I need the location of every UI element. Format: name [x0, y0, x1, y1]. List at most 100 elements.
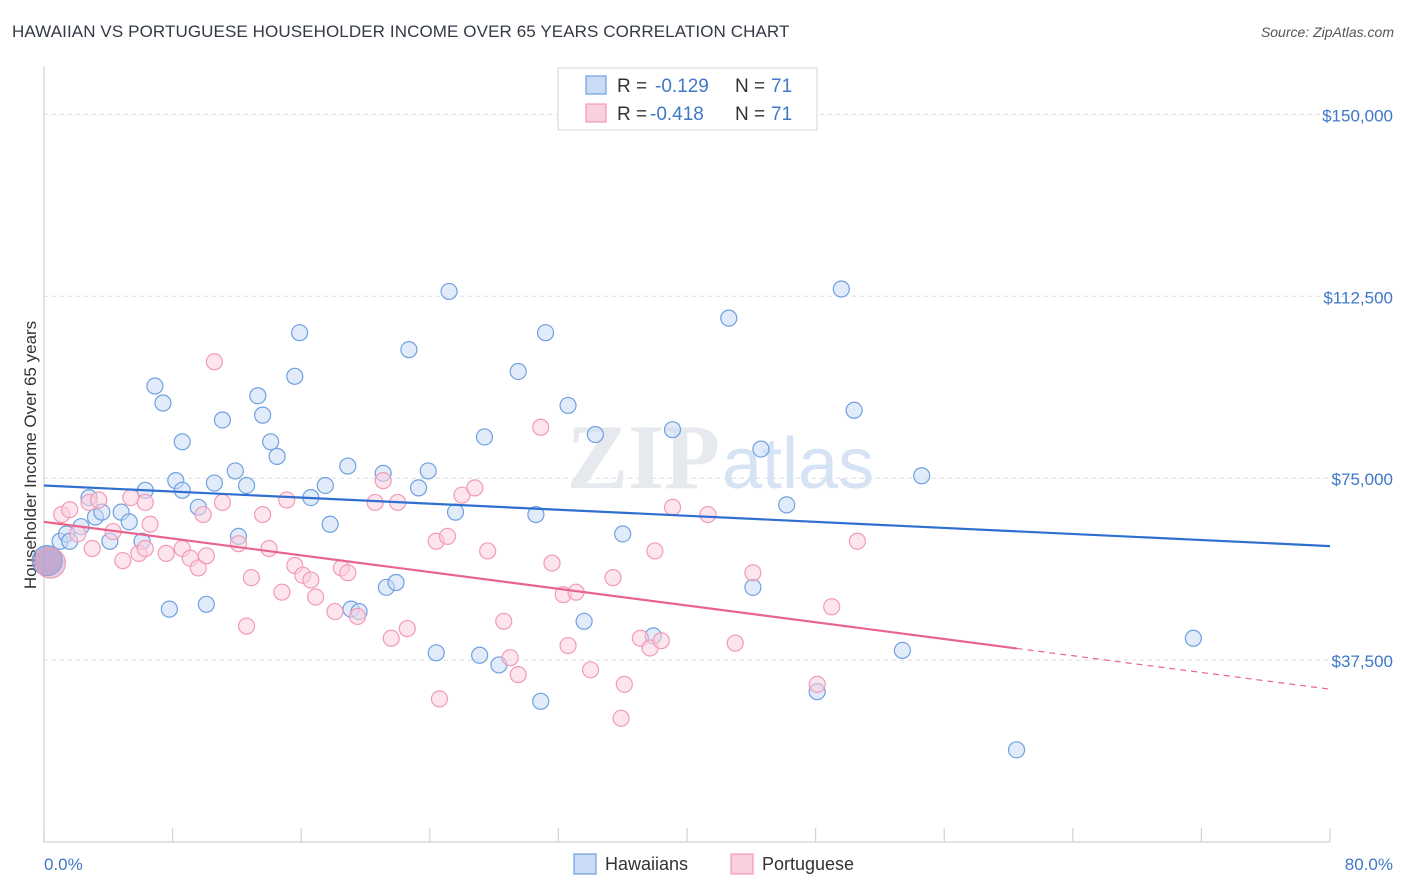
bottom-legend-portuguese: Portuguese [762, 854, 854, 874]
portuguese-point [90, 491, 108, 509]
portuguese-point [83, 539, 101, 558]
portuguese-point [339, 564, 357, 582]
portuguese-point [612, 709, 630, 727]
hawaiians-point [475, 428, 494, 446]
trend-lines [43, 484, 1331, 690]
portuguese-point [509, 666, 527, 684]
series-portuguese-points [34, 353, 866, 727]
portuguese-point [302, 571, 320, 589]
hawaiians-point [845, 401, 863, 419]
portuguese-point [615, 675, 633, 693]
portuguese-point [744, 564, 762, 582]
portuguese-point [466, 479, 484, 497]
hawaiians-point [173, 481, 191, 499]
legend-r-label: R = [617, 76, 647, 97]
portuguese-point [326, 602, 344, 621]
hawaiians-point [752, 440, 770, 458]
portuguese-point [136, 539, 154, 558]
hawaiians-point [213, 411, 232, 429]
hawaiians-point [663, 421, 682, 439]
bottom-legend-swatch-hawaiians [573, 853, 597, 875]
portuguese-point [34, 547, 67, 579]
hawaiians-point [471, 646, 489, 664]
hawaiians-point [913, 467, 931, 485]
portuguese-point [307, 588, 325, 606]
hawaiians-point [532, 692, 550, 710]
portuguese-point [278, 491, 296, 509]
portuguese-point [823, 598, 841, 616]
portuguese-point [501, 649, 519, 667]
legend-n-label: N = [735, 76, 765, 97]
portuguese-point [114, 552, 132, 570]
bottom-legend-swatch-portuguese [730, 853, 754, 875]
portuguese-point [453, 486, 471, 504]
source-label: Source: ZipAtlas.com [1260, 24, 1394, 40]
hawaiians-point [387, 573, 405, 592]
portuguese-point [543, 554, 561, 572]
hawaiians-point [400, 341, 418, 359]
hawaiians-point [154, 394, 172, 412]
legend-n-value: 71 [771, 76, 792, 97]
hawaiians-point [446, 503, 465, 521]
portuguese-point [848, 532, 866, 550]
portuguese-point [237, 617, 256, 635]
hawaiians-point [268, 447, 286, 465]
hawaiians-point [316, 476, 334, 495]
portuguese-point [438, 527, 457, 546]
portuguese-point [726, 634, 744, 652]
portuguese-point [646, 542, 664, 560]
hawaiians-point [778, 496, 796, 514]
portuguese-point [559, 636, 577, 655]
hawaiians-point [237, 476, 256, 495]
portuguese-point [532, 418, 550, 436]
portuguese-point [197, 547, 215, 565]
portuguese-point [430, 690, 449, 708]
hawaiians-point [409, 479, 428, 497]
hawaiians-point [249, 387, 267, 405]
hawaiians-point [120, 513, 138, 531]
portuguese-point [382, 629, 400, 647]
portuguese-point [205, 353, 223, 371]
portuguese-point [348, 607, 367, 626]
hawaiians-point [419, 462, 437, 480]
hawaiians-point [614, 525, 632, 543]
portuguese-point [69, 525, 87, 543]
watermark-atlas: atlas [722, 424, 874, 504]
hawaiians-trend-line [43, 484, 1331, 548]
y-tick-label: $37,500 [1332, 652, 1393, 671]
hawaiians-point [197, 595, 215, 613]
y-tick-label: $150,000 [1322, 106, 1393, 125]
portuguese-point [652, 632, 670, 650]
hawaiians-point [254, 406, 272, 424]
portuguese-point [495, 612, 513, 630]
hawaiians-point [262, 433, 280, 451]
portuguese-point [273, 583, 291, 601]
portuguese-point [479, 542, 497, 560]
hawaiians-point [226, 462, 244, 480]
legend-n-label: N = [735, 104, 765, 125]
hawaiians-point [586, 425, 604, 444]
y-tick-label: $112,500 [1323, 288, 1393, 307]
x-tick-labels: 0.0% 80.0% [44, 855, 1393, 874]
legend-r-value: -0.418 [650, 104, 704, 125]
hawaiians-point [720, 309, 738, 327]
hawaiians-point [1007, 741, 1026, 759]
y-tick-labels: $37,500 $75,000 $112,500 $150,000 [1322, 106, 1393, 671]
hawaiians-point [575, 612, 593, 630]
portuguese-point [808, 675, 826, 693]
portuguese-point [136, 493, 154, 512]
hawaiians-point [832, 280, 850, 298]
hawaiians-point [160, 600, 178, 618]
portuguese-point [663, 498, 682, 516]
portuguese-point [229, 535, 248, 553]
portuguese-point [194, 505, 212, 524]
portuguese-trend-line [43, 520, 1017, 650]
portuguese-point [260, 539, 278, 558]
portuguese-point [189, 559, 207, 577]
hawaiians-point [509, 362, 527, 381]
portuguese-point [122, 488, 140, 507]
hawaiians-point [286, 367, 304, 385]
bottom-legend: Hawaiians Portuguese [573, 853, 854, 875]
y-tick-label: $75,000 [1332, 470, 1393, 489]
hawaiians-point [744, 578, 762, 596]
